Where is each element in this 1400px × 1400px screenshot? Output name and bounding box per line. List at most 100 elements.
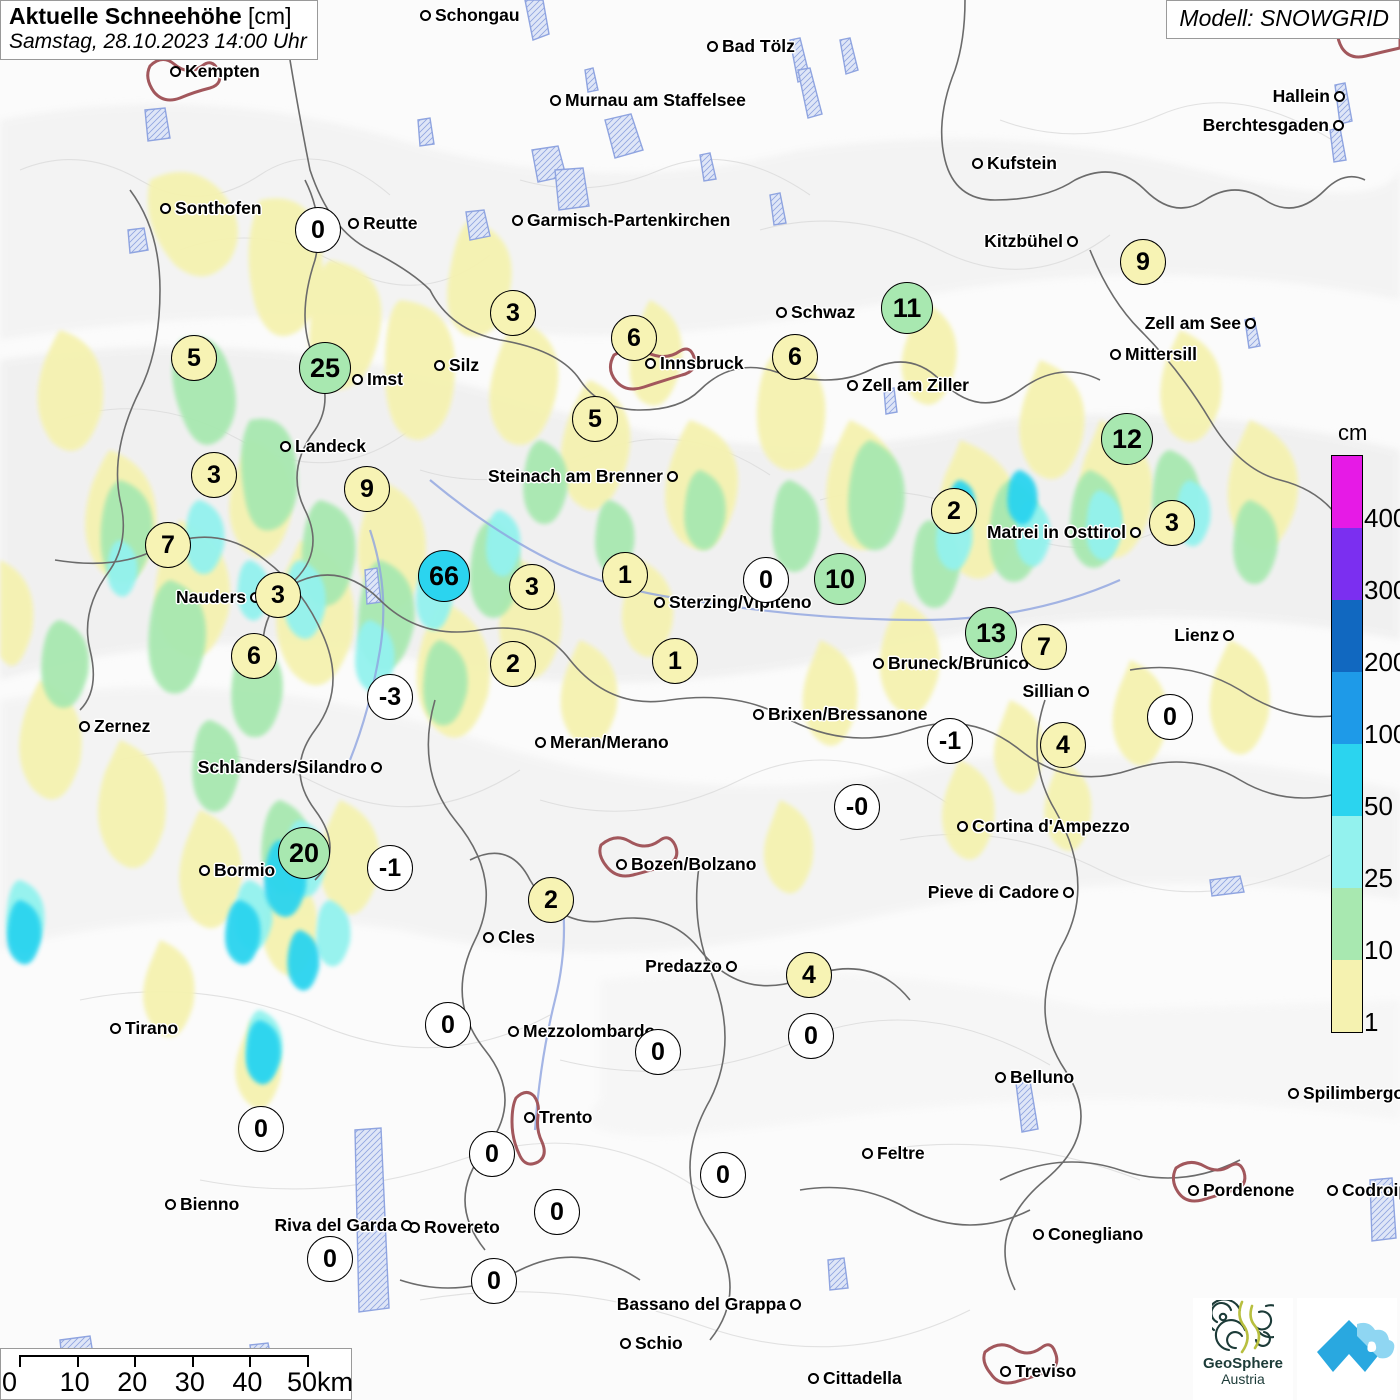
station-marker[interactable]: 0: [700, 1152, 746, 1198]
colorbar-tick-300: 300: [1364, 575, 1400, 605]
scale-tick-label: 10: [59, 1367, 90, 1397]
city-name: Bad Tölz: [722, 36, 795, 56]
geosphere-swirl-icon: [1212, 1300, 1274, 1354]
station-marker[interactable]: 10: [814, 553, 866, 605]
city-label: Bienno: [165, 1194, 239, 1215]
city-marker-icon: [79, 721, 90, 732]
station-marker[interactable]: 12: [1101, 413, 1153, 465]
city-name: Brixen/Bressanone: [768, 704, 928, 724]
station-marker[interactable]: 3: [1149, 500, 1195, 546]
city-marker-icon: [160, 203, 171, 214]
station-marker[interactable]: 3: [490, 290, 536, 336]
city-marker-icon: [620, 1338, 631, 1349]
city-name: Mittersill: [1125, 344, 1197, 364]
city-label: Schongau: [420, 5, 520, 26]
city-name: Tirano: [125, 1018, 179, 1038]
station-marker[interactable]: 4: [1040, 722, 1086, 768]
city-marker-icon: [1067, 236, 1078, 247]
station-marker[interactable]: 11: [881, 282, 933, 334]
station-marker[interactable]: 7: [1021, 624, 1067, 670]
station-marker[interactable]: 6: [231, 633, 277, 679]
station-marker[interactable]: 0: [238, 1106, 284, 1152]
geosphere-name: GeoSphere: [1202, 1355, 1284, 1372]
station-marker[interactable]: 5: [171, 335, 217, 381]
scale-bar-rule: [19, 1355, 309, 1367]
city-marker-icon: [808, 1373, 819, 1384]
city-name: Imst: [367, 369, 403, 389]
city-label: Bad Tölz: [707, 36, 795, 57]
station-marker[interactable]: 0: [534, 1189, 580, 1235]
station-marker[interactable]: 2: [490, 641, 536, 687]
scale-tick: [19, 1355, 21, 1367]
station-marker[interactable]: 2: [528, 877, 574, 923]
station-marker[interactable]: 1: [602, 552, 648, 598]
city-marker-icon: [645, 358, 656, 369]
city-label: Treviso: [1000, 1361, 1076, 1382]
city-marker-icon: [550, 95, 561, 106]
station-marker[interactable]: -1: [367, 845, 413, 891]
station-marker[interactable]: 6: [611, 315, 657, 361]
scale-bar: 0 10 20 30 40 50km: [0, 1348, 353, 1400]
city-name: Matrei in Osttirol: [986, 522, 1126, 542]
colorbar-unit-label: cm: [1338, 420, 1368, 445]
station-marker[interactable]: 3: [509, 564, 555, 610]
colorbar-band-25: [1331, 816, 1363, 888]
station-marker[interactable]: 0: [788, 1013, 834, 1059]
station-marker[interactable]: 25: [299, 342, 351, 394]
scale-tick: [191, 1355, 194, 1367]
title-unit: [cm]: [248, 3, 292, 29]
station-marker[interactable]: 0: [307, 1236, 353, 1282]
scale-tick: [249, 1355, 252, 1367]
city-marker-icon: [524, 1112, 535, 1123]
city-label: Zell am See: [1145, 313, 1256, 334]
city-name: Sillian: [1022, 681, 1074, 701]
city-marker-icon: [1033, 1229, 1044, 1240]
station-marker[interactable]: 13: [965, 607, 1017, 659]
city-label: Sillian: [1022, 681, 1089, 702]
station-marker[interactable]: 0: [635, 1029, 681, 1075]
station-marker[interactable]: -1: [927, 718, 973, 764]
city-name: Landeck: [295, 436, 366, 456]
city-label: Codroipo: [1327, 1180, 1400, 1201]
station-marker[interactable]: 3: [191, 452, 237, 498]
station-marker[interactable]: 1: [652, 638, 698, 684]
station-marker[interactable]: 3: [255, 572, 301, 618]
city-name: Nauders: [175, 587, 246, 607]
city-label: Bormio: [199, 860, 275, 881]
city-marker-icon: [667, 471, 678, 482]
station-marker[interactable]: 9: [1120, 239, 1166, 285]
snow-chevron-logo: [1297, 1298, 1397, 1400]
station-marker[interactable]: 0: [743, 557, 789, 603]
station-marker[interactable]: 0: [469, 1131, 515, 1177]
station-marker[interactable]: 0: [1147, 694, 1193, 740]
station-marker[interactable]: -3: [367, 674, 413, 720]
station-marker[interactable]: 9: [344, 466, 390, 512]
city-label: Kempten: [170, 61, 260, 82]
station-marker[interactable]: 6: [772, 334, 818, 380]
station-marker[interactable]: 0: [295, 207, 341, 253]
city-label: Steinach am Brenner: [488, 466, 678, 487]
station-marker[interactable]: 0: [471, 1258, 517, 1304]
city-marker-icon: [654, 597, 665, 608]
city-label: Lienz: [1174, 625, 1234, 646]
city-label: Kufstein: [972, 153, 1057, 174]
city-label: Landeck: [280, 436, 366, 457]
station-marker[interactable]: 66: [418, 550, 470, 602]
station-marker[interactable]: -0: [834, 784, 880, 830]
city-marker-icon: [726, 961, 737, 972]
city-label: Garmisch-Partenkirchen: [512, 210, 730, 231]
station-marker[interactable]: 0: [425, 1002, 471, 1048]
city-name: Cles: [498, 927, 535, 947]
scale-tick-label: 30: [174, 1367, 205, 1397]
station-marker[interactable]: 5: [572, 396, 618, 442]
city-name: Trento: [539, 1107, 593, 1127]
scale-tick-label: 0: [2, 1367, 18, 1397]
colorbar-band-400: [1331, 455, 1363, 528]
city-label: Conegliano: [1033, 1224, 1143, 1245]
city-marker-icon: [972, 158, 983, 169]
station-marker[interactable]: 4: [786, 952, 832, 998]
station-marker[interactable]: 20: [278, 827, 330, 879]
station-marker[interactable]: 2: [931, 488, 977, 534]
station-marker[interactable]: 7: [145, 522, 191, 568]
city-name: Zernez: [94, 716, 151, 736]
